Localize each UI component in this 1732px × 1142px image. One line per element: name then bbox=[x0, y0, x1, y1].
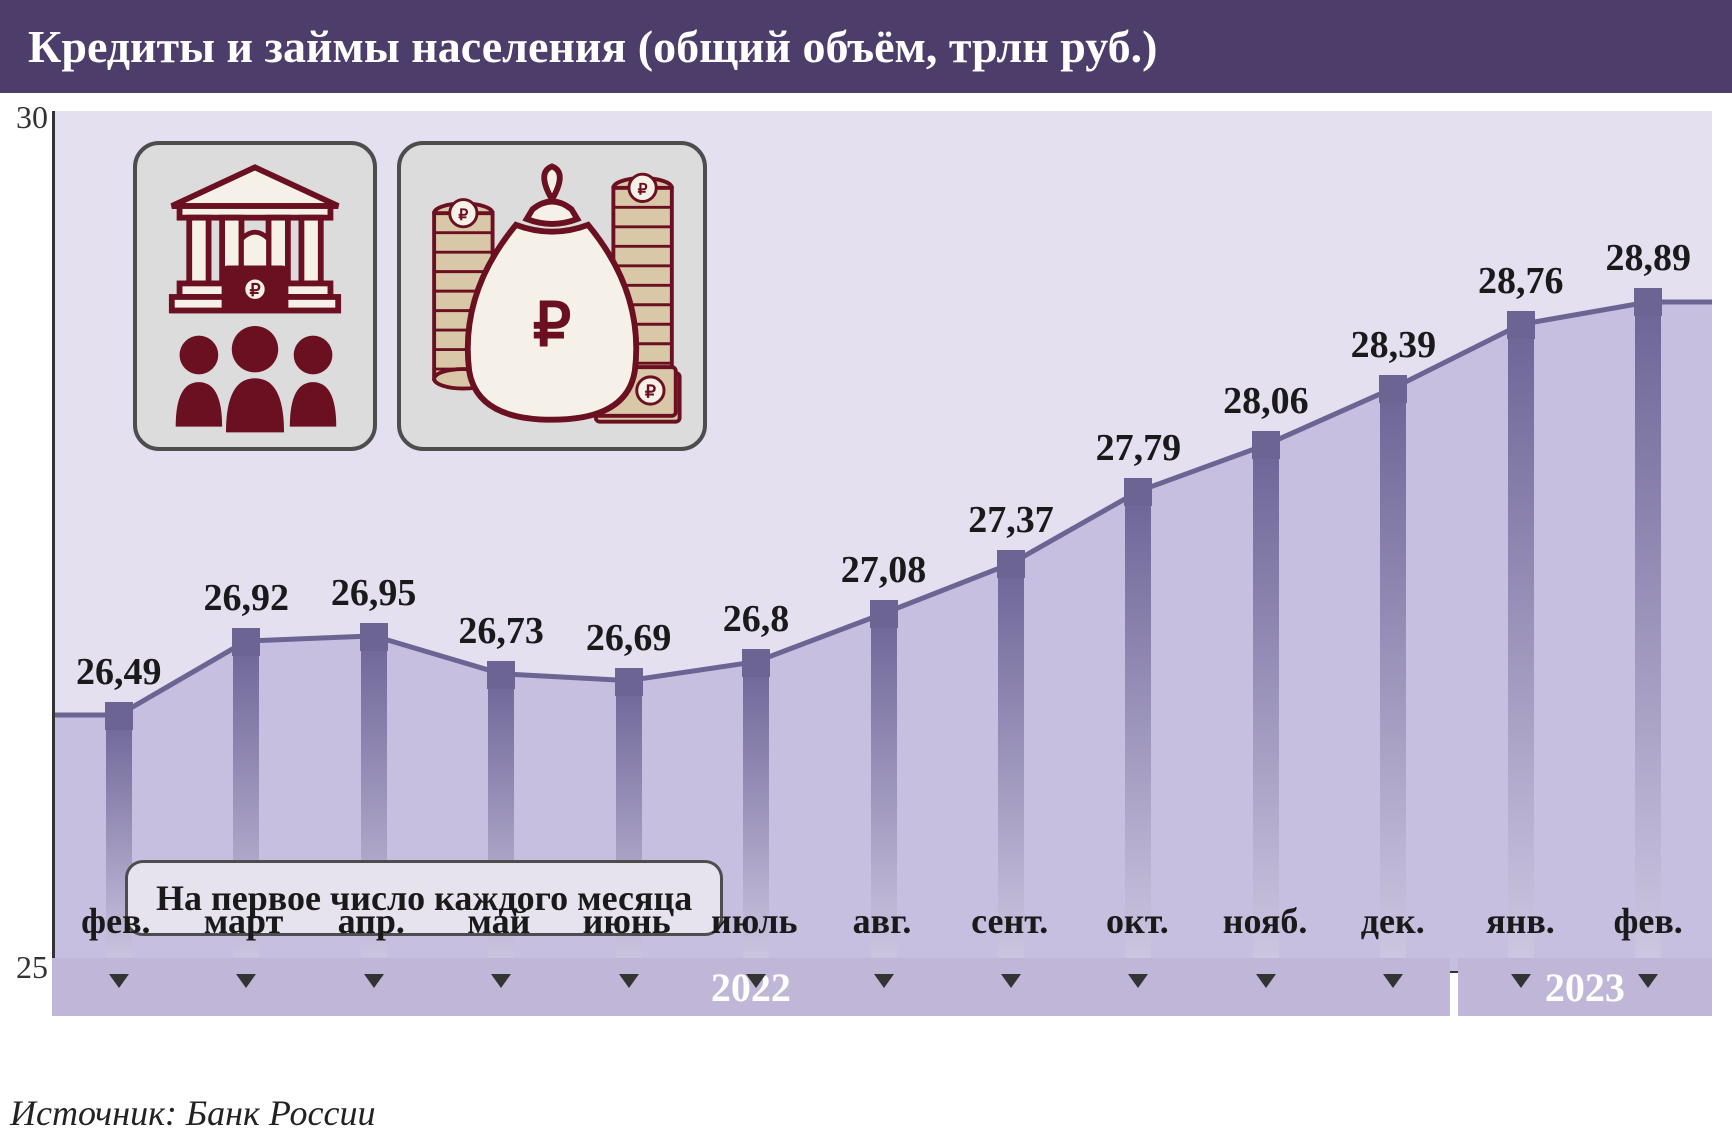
x-tick bbox=[1511, 974, 1531, 988]
y-tick-max: 30 bbox=[16, 99, 48, 136]
x-tick bbox=[491, 974, 511, 988]
infographic-container: Кредиты и займы населения (общий объём, … bbox=[0, 0, 1732, 1142]
x-tick bbox=[1256, 974, 1276, 988]
x-tick bbox=[109, 974, 129, 988]
plot-region: 26,4926,9226,9526,7326,6926,827,0827,372… bbox=[52, 111, 1712, 973]
x-tick bbox=[619, 974, 639, 988]
x-tick bbox=[1638, 974, 1658, 988]
ticks-layer bbox=[55, 111, 1712, 970]
x-tick bbox=[746, 974, 766, 988]
x-tick bbox=[1001, 974, 1021, 988]
x-tick bbox=[236, 974, 256, 988]
source-text: Источник: Банк России bbox=[10, 1092, 375, 1134]
x-tick bbox=[874, 974, 894, 988]
x-tick bbox=[364, 974, 384, 988]
x-tick bbox=[1383, 974, 1403, 988]
y-tick-min: 25 bbox=[16, 949, 48, 986]
chart-area: 30 25 26,4926,9226,9526,7326,6926,827,08… bbox=[0, 93, 1732, 973]
chart-title: Кредиты и займы населения (общий объём, … bbox=[0, 0, 1732, 93]
x-tick bbox=[1128, 974, 1148, 988]
